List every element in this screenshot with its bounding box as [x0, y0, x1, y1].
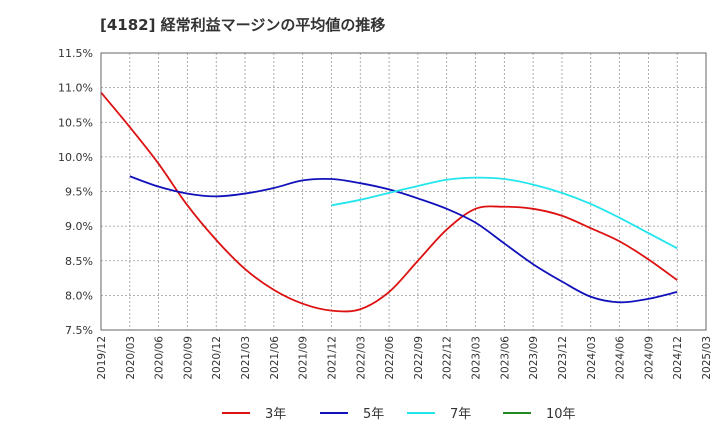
y-tick-label: 7.5%	[65, 324, 93, 337]
y-tick-label: 10.0%	[58, 151, 93, 164]
y-tick-label: 10.5%	[58, 116, 93, 129]
x-tick-label: 2024/03	[586, 336, 598, 380]
x-tick-label: 2021/12	[326, 336, 338, 380]
x-tick-label: 2023/06	[499, 336, 511, 380]
series-line-5年	[129, 175, 678, 304]
x-tick-label: 2020/12	[211, 336, 223, 380]
y-tick-label: 9.5%	[65, 186, 93, 199]
x-tick-label: 2022/12	[442, 336, 454, 380]
plot-border	[100, 52, 707, 331]
legend-label: 10年	[546, 407, 576, 422]
legend-label: 3年	[265, 407, 286, 422]
series-lines	[100, 91, 678, 313]
x-tick-label: 2021/03	[240, 336, 252, 380]
y-tick-label: 11.0%	[58, 82, 93, 95]
series-line-7年	[331, 176, 678, 250]
y-tick-label: 9.0%	[65, 220, 93, 233]
legend: 3年 5年 7年 10年	[222, 407, 576, 422]
chart-title: [4182] 経常利益マージンの平均値の推移	[100, 16, 386, 34]
x-axis-ticks: 2019/12 2020/03 2020/06 2020/09 2020/12 2021/…	[96, 336, 713, 380]
y-axis-ticks: 11.5% 11.0% 10.5% 10.0% 9.5% 9.0% 8.5% 8.0% 7.5%	[58, 47, 93, 337]
x-tick-label: 2023/12	[557, 336, 569, 380]
y-tick-label: 8.5%	[65, 255, 93, 268]
x-tick-label: 2020/09	[182, 336, 194, 380]
plot-area	[101, 53, 706, 330]
x-tick-label: 2023/03	[471, 336, 483, 380]
series-line-3年	[100, 91, 678, 313]
x-tick-label: 2024/06	[615, 336, 627, 380]
x-tick-label: 2019/12	[96, 336, 108, 380]
y-tick-label: 8.0%	[65, 289, 93, 302]
x-tick-label: 2021/09	[298, 336, 310, 380]
x-tick-label: 2025/03	[701, 336, 713, 380]
x-tick-label: 2020/03	[125, 336, 137, 380]
x-tick-label: 2024/09	[643, 336, 655, 380]
x-tick-label: 2022/06	[384, 336, 396, 380]
y-tick-label: 11.5%	[58, 47, 93, 60]
x-tick-label: 2023/09	[528, 336, 540, 380]
x-tick-label: 2024/12	[672, 336, 684, 380]
x-tick-label: 2021/06	[269, 336, 281, 380]
x-tick-label: 2020/06	[154, 336, 166, 380]
x-tick-label: 2022/09	[413, 336, 425, 380]
legend-label: 7年	[450, 407, 471, 422]
x-tick-label: 2022/03	[355, 336, 367, 380]
legend-label: 5年	[363, 407, 384, 422]
